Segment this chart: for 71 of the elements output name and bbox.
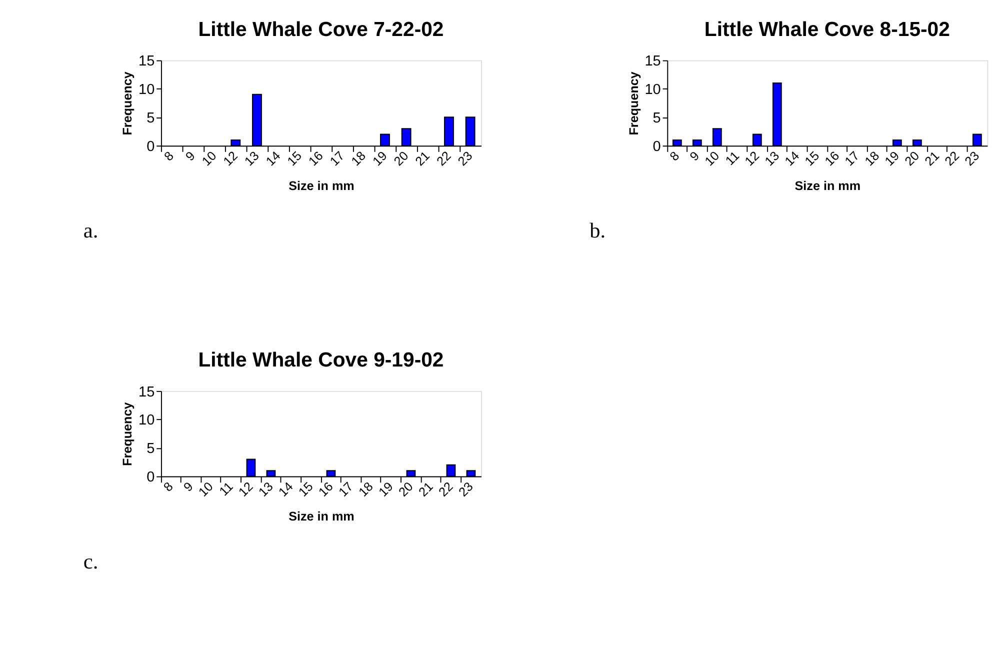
x-tick-label: 15 <box>802 148 822 169</box>
x-tick-label: 17 <box>336 480 356 500</box>
x-tick-label: 23 <box>962 148 982 169</box>
x-tick-label: 9 <box>182 148 198 164</box>
x-axis-title: Size in mm <box>288 510 354 524</box>
x-tick-label: 23 <box>455 148 476 169</box>
x-tick-label: 15 <box>296 480 316 500</box>
x-tick-label: 18 <box>348 148 369 169</box>
x-tick-label: 22 <box>436 480 456 500</box>
x-tick-label: 10 <box>196 480 216 500</box>
x-tick-label: 20 <box>902 148 922 169</box>
x-tick-label: 8 <box>162 148 177 164</box>
x-tick-label: 16 <box>316 480 336 500</box>
x-tick-label: 14 <box>782 148 802 169</box>
x-tick-label: 19 <box>376 480 396 500</box>
x-axis-title: Size in mm <box>288 178 354 193</box>
y-tick-label: 15 <box>138 384 155 400</box>
x-tick-label: 22 <box>942 148 962 169</box>
x-tick-label: 11 <box>722 148 742 168</box>
y-tick-label: 5 <box>146 110 155 127</box>
x-tick-label: 21 <box>922 148 942 169</box>
y-tick-label: 0 <box>652 138 661 155</box>
text: a. <box>83 218 98 243</box>
x-tick-label: 11 <box>216 480 236 499</box>
x-tick-label: 14 <box>276 480 296 500</box>
x-tick-label: 17 <box>327 148 348 169</box>
x-tick-label: 13 <box>242 148 262 169</box>
y-tick-label: 0 <box>146 138 155 155</box>
y-tick-label: 15 <box>644 54 661 70</box>
x-tick-label: 19 <box>882 148 902 169</box>
x-tick-label: 14 <box>263 148 284 169</box>
y-axis-title: Frequency <box>120 402 135 466</box>
chart-title: Little Whale Cove 9-19-02 <box>198 350 444 372</box>
x-tick-label: 18 <box>862 148 882 169</box>
y-tick-label: 5 <box>146 441 155 458</box>
x-tick-label: 8 <box>667 148 682 164</box>
x-tick-label: 13 <box>762 148 782 169</box>
x-tick-label: 16 <box>822 148 842 169</box>
x-tick-label: 12 <box>236 480 256 500</box>
text: b. <box>590 218 606 243</box>
x-tick-label: 19 <box>370 148 390 169</box>
y-tick-label: 10 <box>138 82 155 98</box>
y-tick-label: 10 <box>138 412 155 429</box>
y-axis-title: Frequency <box>120 72 135 136</box>
x-tick-label: 21 <box>416 480 436 500</box>
x-tick-label: 16 <box>306 148 326 169</box>
x-tick-label: 18 <box>356 480 376 500</box>
x-tick-label: 12 <box>742 148 762 169</box>
x-tick-label: 23 <box>456 480 476 500</box>
y-tick-label: 5 <box>652 110 661 127</box>
x-tick-label: 8 <box>160 480 176 494</box>
y-axis-title: Frequency <box>626 72 641 136</box>
x-tick-label: 17 <box>842 148 862 169</box>
x-tick-label: 22 <box>434 148 454 169</box>
chart-title: Little Whale Cove 7-22-02 <box>198 19 444 42</box>
y-tick-label: 0 <box>146 470 155 486</box>
y-tick-label: 15 <box>138 54 155 70</box>
x-tick-label: 21 <box>412 148 433 169</box>
x-tick-label: 9 <box>180 480 196 494</box>
x-tick-label: 9 <box>687 148 702 164</box>
x-tick-label: 20 <box>391 148 412 169</box>
x-tick-label: 10 <box>702 148 722 169</box>
chart-title: Little Whale Cove 8-15-02 <box>704 19 950 42</box>
x-tick-label: 20 <box>396 480 416 500</box>
x-tick-label: 13 <box>256 480 276 500</box>
x-tick-label: 15 <box>284 148 305 169</box>
x-tick-label: 12 <box>220 148 241 169</box>
y-tick-label: 10 <box>644 82 661 98</box>
x-tick-label: 10 <box>199 148 220 169</box>
x-axis-title: Size in mm <box>794 178 861 193</box>
text: c. <box>83 549 98 574</box>
